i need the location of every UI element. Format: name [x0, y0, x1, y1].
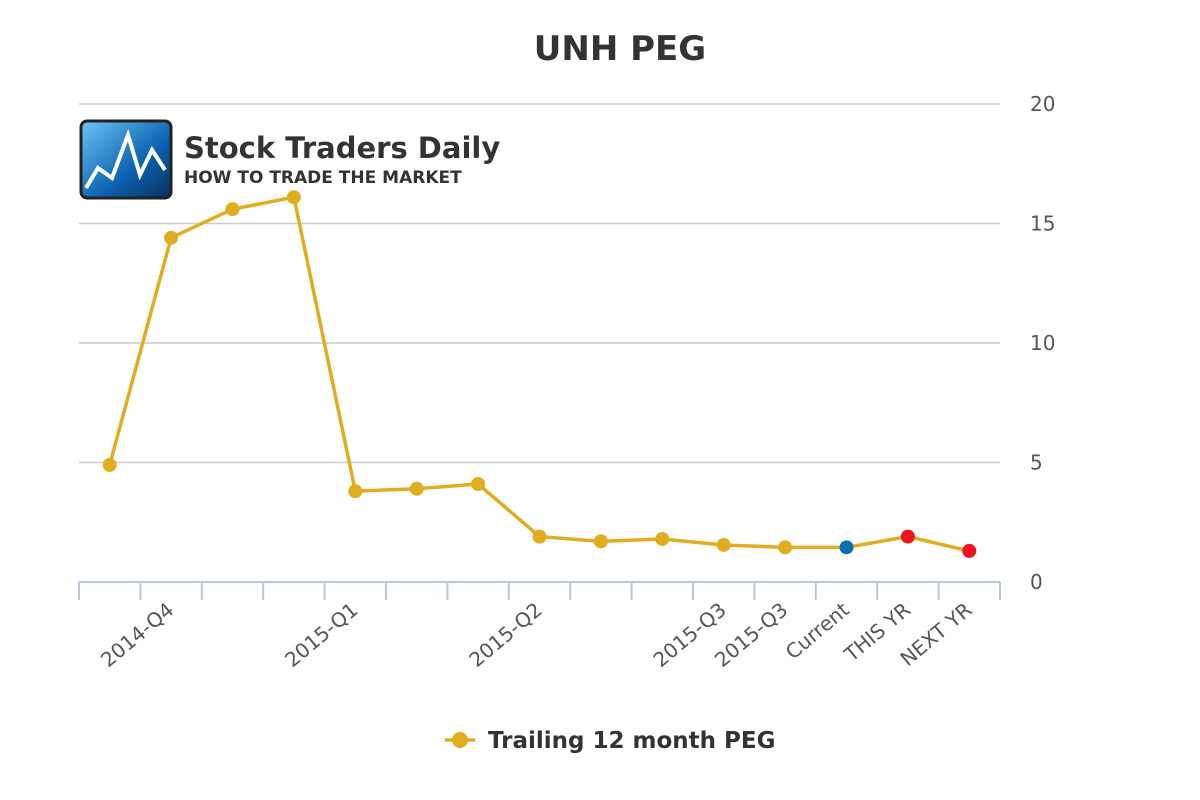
data-point	[409, 481, 424, 496]
watermark: Stock Traders Daily HOW TO TRADE THE MAR…	[79, 119, 500, 200]
y-tick-label: 15	[1030, 212, 1055, 236]
data-point	[716, 537, 731, 552]
legend-label: Trailing 12 month PEG	[488, 728, 776, 754]
logo-zigzag	[84, 128, 167, 190]
data-point	[655, 531, 670, 546]
data-point	[225, 202, 240, 217]
data-point	[532, 529, 547, 544]
watermark-title: Stock Traders Daily	[184, 131, 500, 165]
data-point	[471, 477, 486, 492]
x-tick-label: 2015-Q1	[280, 597, 362, 672]
x-tick-label: 2014-Q4	[96, 597, 178, 672]
data-point	[839, 540, 854, 555]
chart-title: UNH PEG	[534, 29, 706, 69]
data-point	[593, 534, 608, 549]
x-tick-label: 2015-Q2	[464, 597, 546, 672]
data-point	[286, 190, 301, 205]
y-tick-label: 5	[1030, 451, 1043, 475]
data-point	[900, 529, 915, 544]
data-point	[778, 540, 793, 555]
data-point	[962, 543, 977, 558]
x-tick-label: Current	[781, 597, 854, 664]
watermark-subtitle: HOW TO TRADE THE MARKET	[184, 168, 462, 188]
logo-icon	[79, 119, 173, 200]
series-line	[108, 195, 970, 553]
y-tick-label: 10	[1030, 331, 1055, 355]
legend-marker	[452, 732, 468, 748]
data-point	[102, 457, 117, 472]
y-tick-label: 20	[1030, 92, 1055, 116]
y-tick-label: 0	[1030, 570, 1043, 594]
data-point	[164, 230, 179, 245]
data-point	[348, 484, 363, 499]
